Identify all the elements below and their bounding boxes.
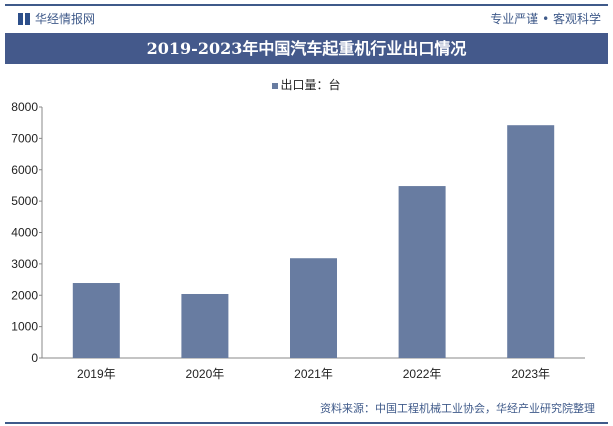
y-tick-label: 1000: [11, 320, 38, 334]
y-tick-label: 2000: [11, 288, 38, 302]
y-tick-label: 6000: [11, 163, 38, 177]
slogan: 专业严谨 • 客观科学: [490, 12, 601, 26]
y-tick-label: 5000: [11, 194, 38, 208]
legend-label: 出口量：台: [280, 78, 341, 92]
brand-logo-icon: [18, 12, 30, 25]
x-tick-label: 2019年: [77, 367, 116, 381]
y-tick-label: 0: [31, 351, 38, 365]
bar-2023年: [507, 125, 555, 358]
x-tick-label: 2021年: [294, 367, 333, 381]
y-tick-label: 4000: [11, 226, 38, 240]
bottom-divider: [5, 422, 608, 424]
legend: 出口量：台: [0, 76, 613, 93]
chart-title: 2019-2023年中国汽车起重机行业出口情况: [5, 33, 608, 64]
x-tick-label: 2023年: [511, 367, 550, 381]
legend-swatch: [272, 82, 279, 89]
x-tick-label: 2022年: [403, 367, 442, 381]
x-tick-label: 2020年: [186, 367, 225, 381]
y-tick-label: 8000: [11, 100, 38, 114]
source-note: 资料来源：中国工程机械工业协会，华经产业研究院整理: [320, 402, 595, 415]
bar-2021年: [290, 258, 337, 358]
brand-name: 华经情报网: [35, 12, 96, 26]
bar-2022年: [398, 186, 446, 358]
brand: 华经情报网: [18, 10, 95, 27]
y-tick-label: 3000: [11, 257, 38, 271]
top-divider: [5, 4, 608, 6]
bar-2020年: [181, 293, 229, 358]
bar-2019年: [72, 283, 120, 358]
y-tick-label: 7000: [11, 131, 38, 145]
